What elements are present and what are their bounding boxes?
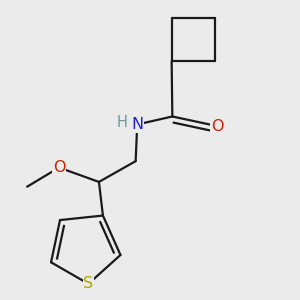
Text: H: H <box>116 116 128 130</box>
Text: S: S <box>83 276 94 291</box>
Text: O: O <box>211 118 223 134</box>
Text: N: N <box>131 117 143 132</box>
Text: O: O <box>53 160 65 175</box>
